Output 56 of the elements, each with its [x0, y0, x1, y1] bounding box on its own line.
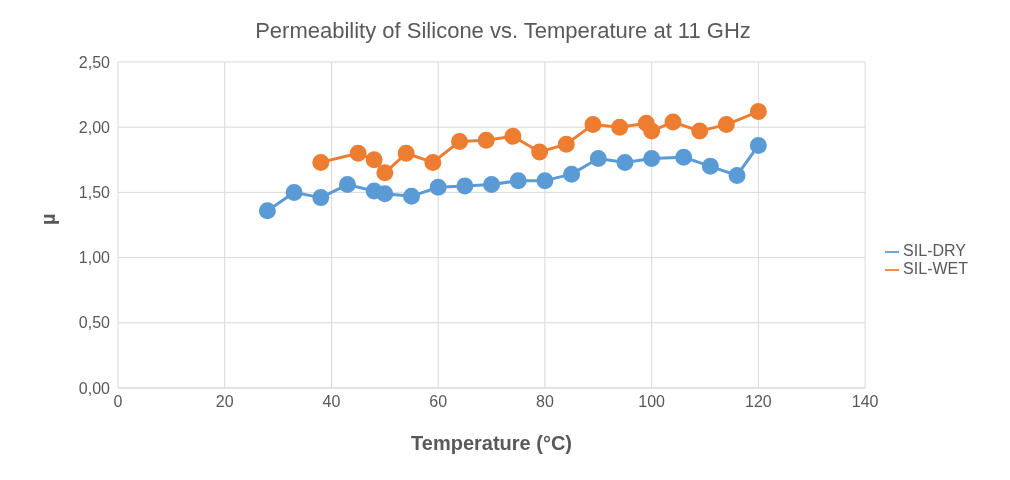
point — [509, 172, 527, 190]
point — [451, 133, 469, 151]
point — [403, 187, 421, 205]
point — [376, 185, 394, 203]
point — [691, 122, 709, 140]
y-axis-title: µ — [37, 213, 60, 225]
x-tick-label: 100 — [638, 393, 666, 411]
x-tick-label: 140 — [851, 393, 879, 411]
point — [349, 144, 367, 162]
point — [285, 183, 303, 201]
x-tick-label: 0 — [113, 393, 123, 411]
legend-label: SIL-WET — [903, 260, 968, 277]
point — [365, 151, 383, 169]
x-tick-label: 40 — [322, 393, 341, 411]
x-axis-title: Temperature (°C) — [411, 432, 573, 454]
chart-title: Permeability of Silicone vs. Temperature at 11 GHz — [254, 17, 752, 45]
point — [312, 189, 330, 207]
x-tick-label: 20 — [215, 393, 234, 411]
point — [312, 153, 330, 171]
y-tick-label: 2,50 — [78, 53, 111, 71]
point — [749, 136, 767, 154]
point — [376, 164, 394, 182]
point — [477, 131, 495, 149]
point — [611, 118, 629, 136]
y-tick-label: 1,50 — [78, 184, 111, 202]
y-tick-label: 1,00 — [78, 249, 111, 267]
point — [717, 116, 735, 134]
point — [456, 177, 474, 195]
y-tick-label: 0,50 — [78, 314, 111, 332]
y-tick-label: 2,00 — [78, 118, 111, 136]
y-tick-label: 0,00 — [78, 379, 111, 397]
point — [338, 176, 356, 194]
point — [675, 148, 693, 166]
point — [728, 166, 746, 184]
x-tick-label: 120 — [745, 393, 772, 411]
point — [643, 150, 661, 167]
point — [563, 165, 581, 183]
point — [584, 116, 602, 134]
point — [536, 172, 554, 190]
point — [589, 150, 607, 167]
point — [483, 176, 501, 194]
legend-label: SIL-DRY — [903, 242, 966, 259]
point — [258, 202, 276, 220]
point — [557, 135, 575, 153]
point — [749, 103, 767, 121]
point — [504, 127, 522, 145]
point — [424, 153, 442, 171]
point — [701, 157, 719, 175]
x-tick-label: 60 — [429, 393, 448, 411]
point — [429, 178, 447, 196]
point — [397, 144, 415, 162]
point — [643, 122, 661, 140]
point — [531, 143, 549, 161]
point — [664, 113, 682, 131]
x-tick-label: 80 — [536, 393, 554, 411]
point — [616, 153, 634, 171]
